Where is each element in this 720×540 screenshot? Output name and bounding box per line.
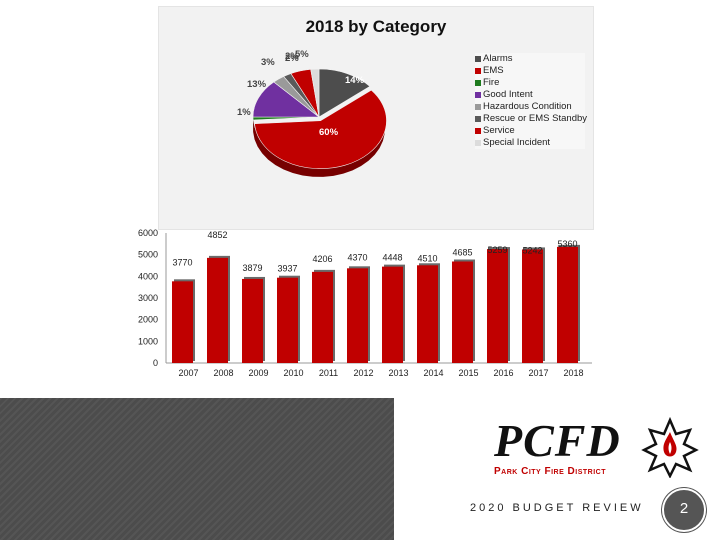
bar — [242, 278, 263, 363]
logo-text: PCFD — [494, 415, 621, 466]
legend-swatch — [475, 68, 481, 74]
bar-data-label: 5242 — [522, 245, 542, 255]
y-tick-label: 5000 — [138, 250, 158, 260]
bar-data-label: 5259 — [487, 245, 507, 255]
bar-data-label: 3770 — [172, 257, 192, 267]
x-tick-label: 2015 — [458, 368, 478, 378]
bar-data-label: 4685 — [452, 247, 472, 257]
bar — [347, 268, 368, 363]
bar — [452, 261, 473, 363]
y-tick-label: 1000 — [138, 336, 158, 346]
bar — [277, 277, 298, 363]
x-tick-label: 2009 — [248, 368, 268, 378]
x-tick-label: 2017 — [528, 368, 548, 378]
bar — [207, 257, 228, 363]
bar — [382, 266, 403, 363]
bar-data-label: 4510 — [417, 253, 437, 263]
legend-swatch — [475, 140, 481, 146]
bar-data-label: 3937 — [277, 264, 297, 274]
legend-swatch — [475, 104, 481, 110]
legend-item: Hazardous Condition — [475, 101, 585, 113]
bar — [312, 271, 333, 363]
y-tick-label: 3000 — [138, 293, 158, 303]
legend-item: Alarms — [475, 53, 585, 65]
legend-label: Good Intent — [483, 89, 533, 100]
bar-data-label: 4206 — [312, 254, 332, 264]
bar — [172, 281, 193, 363]
maltese-cross-icon — [641, 416, 699, 478]
legend-item: Good Intent — [475, 89, 585, 101]
legend-label: EMS — [483, 65, 504, 76]
pie-slice — [310, 68, 320, 118]
legend-label: Fire — [483, 77, 500, 88]
bar-data-label: 5360 — [557, 239, 577, 249]
pie-slice — [318, 68, 371, 118]
x-tick-label: 2010 — [283, 368, 303, 378]
x-tick-label: 2008 — [213, 368, 233, 378]
x-tick-label: 2014 — [423, 368, 443, 378]
legend-label: Service — [483, 125, 515, 136]
bar — [557, 246, 578, 363]
x-tick-label: 2016 — [493, 368, 513, 378]
pie-data-label: 13% — [247, 79, 267, 90]
bar-data-label: 4852 — [207, 230, 227, 240]
pie-chart-title: 2018 by Category — [305, 17, 447, 36]
legend-label: Special Incident — [483, 137, 551, 148]
legend-swatch — [475, 128, 481, 134]
branding-panel: PCFD Park City Fire District 2020 BUDGET… — [394, 398, 720, 540]
pie-slice — [252, 116, 320, 121]
bar-chart: 0 1000 2000 3000 4000 5000 6000 3770 2007 4852 200… — [138, 228, 592, 378]
x-tick-label: 2011 — [319, 368, 338, 378]
legend-item: Service — [475, 125, 585, 137]
bar — [487, 249, 508, 363]
legend-swatch — [475, 116, 481, 122]
legend-item: Rescue or EMS Standby — [475, 113, 588, 125]
x-tick-label: 2018 — [563, 368, 583, 378]
x-tick-label: 2012 — [353, 368, 373, 378]
legend-item: Special Incident — [475, 137, 585, 149]
pie-data-label: 2% — [285, 51, 299, 62]
bar-data-label: 3879 — [242, 263, 262, 273]
page-number: 2 — [679, 500, 689, 517]
pcfd-logo: PCFD Park City Fire District — [490, 414, 710, 478]
y-tick-label: 0 — [153, 358, 158, 368]
pie-data-label: 14% — [345, 75, 365, 86]
pie-chart: 14%60%1%13%3%2%5%2% — [237, 49, 387, 177]
pie-data-label: 2% — [285, 53, 299, 64]
logo-subtitle: Park City Fire District — [494, 466, 607, 477]
budget-review-label: 2020 BUDGET REVIEW — [470, 502, 644, 514]
bar-data-label: 4370 — [347, 252, 367, 262]
y-tick-label: 4000 — [138, 271, 158, 281]
pie-slice — [254, 89, 387, 170]
bar — [522, 249, 543, 363]
legend-swatch — [475, 56, 481, 62]
pie-data-label: 1% — [237, 107, 251, 118]
pie-data-label: 3% — [261, 57, 275, 68]
pie-data-label: 60% — [319, 127, 339, 138]
pie-legend: Alarms EMS Fire Good Intent Hazardous Condit… — [475, 53, 588, 149]
legend-swatch — [475, 92, 481, 98]
legend-swatch — [475, 80, 481, 86]
x-tick-label: 2007 — [178, 368, 198, 378]
x-tick-label: 2013 — [388, 368, 408, 378]
legend-label: Hazardous Condition — [483, 101, 572, 112]
pie-chart-panel: 14% 60% 1% 13% 3% 2% 5% 2% 2018 by Category Ala… — [158, 6, 594, 230]
page-number-badge: 2 — [662, 488, 706, 532]
legend-item: EMS — [475, 65, 585, 77]
y-tick-label: 2000 — [138, 315, 158, 325]
pie-data-label: 5% — [295, 49, 309, 60]
bar-data-label: 4448 — [382, 253, 402, 263]
legend-label: Rescue or EMS Standby — [483, 113, 588, 124]
y-tick-label: 6000 — [138, 228, 158, 238]
bar — [417, 265, 438, 363]
legend-item: Fire — [475, 77, 585, 89]
legend-label: Alarms — [483, 53, 513, 64]
